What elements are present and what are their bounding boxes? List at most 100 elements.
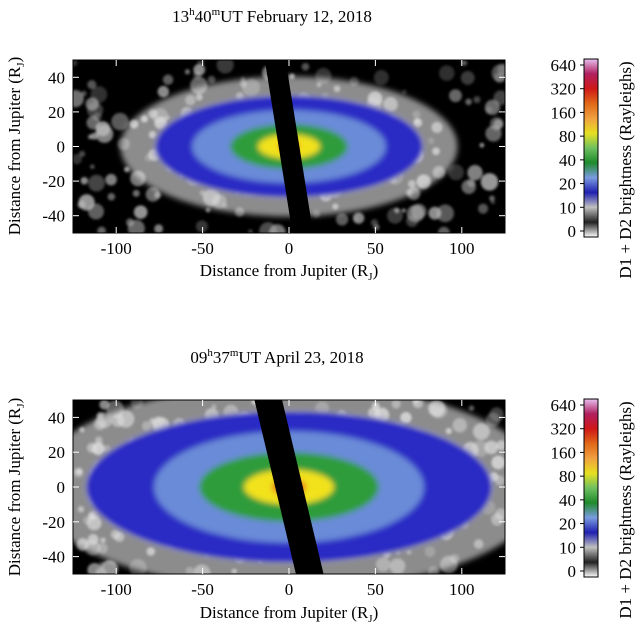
panel-2-y-label: Distance from Jupiter (RJ) xyxy=(5,398,27,577)
panel-2-colorbar-tick-label: 80 xyxy=(559,467,576,486)
panel-1-noise-blob xyxy=(259,222,278,233)
panel-2-colorbar-gradient xyxy=(583,398,599,578)
panel-1-noise-blob xyxy=(438,65,455,81)
panel-2-colorbar-tick-label: 160 xyxy=(551,443,577,462)
panel-1-noise-blob xyxy=(111,112,129,131)
panel-2-title-m: m xyxy=(230,347,239,359)
panel-2-colorbar-tick-label: 640 xyxy=(551,396,577,415)
panel-1-noise-blob xyxy=(132,189,140,197)
panel-1-occulting-strip xyxy=(264,60,314,233)
panel-2-y-tick-label: 40 xyxy=(48,408,65,427)
panel-2-title: 09h37mUT April 23, 2018 xyxy=(190,347,363,367)
panel-2-colorbar-tick-label: 40 xyxy=(559,491,576,510)
panel-1-noise-blob xyxy=(105,173,117,186)
panel-1-x-axis: -100 -50 0 50 100 xyxy=(101,60,475,258)
panel-1-noise-blob xyxy=(78,150,86,157)
panel-2-x-axis: -100 -50 0 50 100 xyxy=(101,400,475,599)
panel-1-noise-blob xyxy=(86,101,104,119)
panel-1-noise-blob xyxy=(90,86,108,103)
panel-1-noise-blob xyxy=(248,229,253,233)
panel-2-x-tick-label: 50 xyxy=(367,580,384,599)
panel-1: 13h40mUT February 12, 2018 -100 -50 0 50 100… xyxy=(5,6,635,283)
panel-1-noise-blob xyxy=(207,75,216,84)
panel-1-x-tick-label: 50 xyxy=(367,239,384,258)
panel-1-noise-blob xyxy=(478,203,489,214)
panel-1-noise-blob xyxy=(335,213,349,226)
panel-1-colorbar-tick-label: 40 xyxy=(559,151,576,170)
panel-1-noise-blob xyxy=(77,200,86,209)
panel-2-title-h: h xyxy=(207,347,213,359)
panel-1-noise-blob xyxy=(460,71,475,85)
panel-1-noise-blob xyxy=(480,173,499,191)
panel-1-y-tick-label: 40 xyxy=(48,68,65,87)
panel-2-colorbar-label: D1 + D2 brightness (Rayleighs) xyxy=(616,401,635,618)
panel-2-y-tick-label: -40 xyxy=(42,548,65,567)
panel-1-noise-blob xyxy=(73,89,84,108)
panel-2-y-tick-label: 0 xyxy=(57,478,66,497)
panel-1-colorbar-tick-label: 20 xyxy=(559,175,576,194)
panel-1-x-tick-label: -100 xyxy=(101,239,132,258)
panel-1-y-tick-label: -40 xyxy=(42,207,65,226)
panel-1-colorbar-tick-label: 80 xyxy=(559,127,576,146)
panel-2-x-tick-label: 100 xyxy=(449,580,475,599)
panel-2-noise-blob xyxy=(489,407,504,422)
panel-1-noise-blob xyxy=(195,220,208,233)
panel-1-colorbar-tick-label: 10 xyxy=(559,198,576,217)
panel-1-noise-blob xyxy=(467,178,476,188)
panel-2-y-tick-label: 20 xyxy=(48,443,65,462)
panel-1-noise-blob xyxy=(87,80,97,90)
panel-1-title-m: m xyxy=(212,6,221,18)
panel-1-noise-blob xyxy=(87,203,104,220)
panel-1-y-axis: -40 -20 0 20 40 xyxy=(42,68,505,226)
panel-1-title-h: h xyxy=(189,6,195,18)
panel-1-noise-blob xyxy=(465,98,472,106)
panel-1-noise-blob xyxy=(87,134,93,140)
panel-1-noise-blob xyxy=(97,226,106,233)
panel-1-noise-blob xyxy=(489,195,495,202)
panel-1-noise-blob xyxy=(461,60,468,66)
panel-1-colorbar-tick-label: 320 xyxy=(551,80,577,99)
panel-2-heatmap xyxy=(73,400,505,574)
panel-1-x-tick-label: 100 xyxy=(449,239,475,258)
panel-2-noise-blob xyxy=(99,400,110,410)
panel-2-x-label: Distance from Jupiter (RJ) xyxy=(200,603,379,625)
panel-1-noise-blob xyxy=(402,89,407,95)
panel-1-noise-blob xyxy=(436,204,455,223)
panel-1-noise-blob xyxy=(473,96,481,104)
panel-1-noise-blob xyxy=(467,165,483,181)
panel-2-colorbar: 640 320 160 80 40 20 10 0 xyxy=(551,396,599,581)
panel-1-noise-blob xyxy=(352,212,365,224)
panel-1-noise-blob xyxy=(107,193,116,201)
panel-1-noise-blob xyxy=(373,70,389,85)
panel-1-y-tick-label: 0 xyxy=(57,138,66,157)
panel-1-x-label: Distance from Jupiter (RJ) xyxy=(200,261,379,283)
panel-1-noise-blob xyxy=(154,224,164,233)
panel-1-noise-blob xyxy=(86,115,100,130)
panel-1-noise-blob xyxy=(95,125,114,143)
panel-1-noise-blob xyxy=(193,70,202,80)
panel-2-occulting-strip xyxy=(254,400,324,574)
panel-1-colorbar-gradient xyxy=(583,58,599,238)
panel-2-y-axis: -40 -20 0 20 40 xyxy=(42,408,505,567)
panel-1-noise-blob xyxy=(370,219,379,227)
panel-2-x-tick-label: -50 xyxy=(191,580,214,599)
panel-1-noise-blob xyxy=(162,74,174,85)
panel-1-noise-blob xyxy=(484,99,501,115)
panel-1-noise-blob xyxy=(394,207,400,214)
panel-1-colorbar-tick-label: 160 xyxy=(551,103,577,122)
panel-1-x-tick-label: -50 xyxy=(191,239,214,258)
panel-1-x-tick-label: 0 xyxy=(285,239,294,258)
panel-1-noise-blob xyxy=(80,176,89,185)
panel-1-noise-blob xyxy=(216,60,234,74)
panel-1-noise-blob xyxy=(449,89,462,103)
panel-1-colorbar: 640 320 160 80 40 20 10 0 xyxy=(551,56,599,241)
panel-2-colorbar-tick-label: 0 xyxy=(568,562,577,581)
panel-2-noise-blob xyxy=(98,561,105,569)
panel-1-noise-blob xyxy=(127,219,145,233)
panel-1-noise-blob xyxy=(133,205,148,219)
panel-1-noise-blob xyxy=(184,69,190,75)
panel-1-noise-blob xyxy=(88,174,105,192)
panel-1-noise-blob xyxy=(205,207,211,213)
panel-1-colorbar-label: D1 + D2 brightness (Rayleighs) xyxy=(616,61,635,278)
